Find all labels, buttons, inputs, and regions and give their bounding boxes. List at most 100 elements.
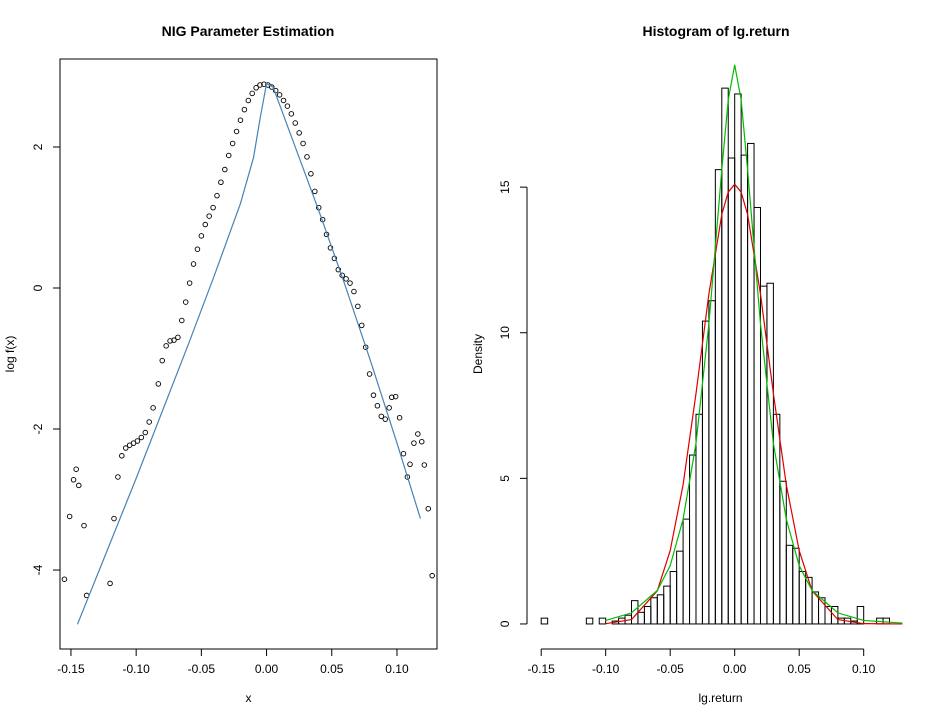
data-point: [150, 405, 156, 411]
data-point: [374, 403, 381, 409]
histogram-bar: [747, 142, 755, 625]
data-point: [163, 343, 169, 349]
x-tick-label: 0.00: [723, 662, 747, 676]
data-point: [198, 233, 205, 239]
y-tick-label: 5: [498, 475, 512, 482]
x-tick-label: 0.10: [852, 662, 876, 676]
histogram-bar: [676, 550, 684, 625]
x-tick-label: 0.05: [788, 662, 812, 676]
y-axis-label: log f(x): [3, 336, 17, 373]
histogram-bar: [637, 611, 645, 625]
histogram-bar: [585, 617, 594, 625]
histogram-bar: [598, 617, 607, 625]
y-tick-label: 0: [498, 620, 512, 627]
x-tick-label: 0.10: [385, 662, 409, 676]
histogram-bar: [643, 605, 652, 625]
data-point: [107, 580, 113, 587]
data-point: [429, 572, 435, 579]
data-point: [425, 505, 432, 512]
data-point: [366, 371, 373, 377]
data-point: [300, 140, 306, 147]
data-point: [304, 154, 310, 160]
y-tick-label: 0: [31, 284, 45, 291]
histogram-bar: [708, 300, 716, 625]
data-point: [392, 393, 399, 400]
data-point: [81, 522, 87, 529]
data-point: [296, 130, 302, 136]
fit-curve: [605, 64, 903, 624]
chart-title: NIG Parameter Estimation: [162, 23, 335, 39]
data-point: [171, 337, 177, 343]
data-point: [382, 416, 388, 422]
data-point: [347, 280, 353, 286]
data-point: [253, 85, 259, 91]
y-tick-label: 15: [498, 180, 512, 194]
data-point: [190, 261, 197, 267]
histogram-bar: [663, 585, 671, 625]
histogram-bar: [656, 594, 665, 625]
histogram-bar: [856, 605, 865, 625]
histogram-bar: [766, 282, 774, 625]
data-point: [249, 90, 255, 97]
data-point: [167, 338, 173, 344]
data-point: [400, 450, 407, 457]
data-point: [388, 394, 395, 401]
x-axis-label: lg.return: [698, 691, 742, 705]
histogram-bar: [792, 547, 800, 625]
histogram-bar: [701, 320, 710, 625]
fit-curve: [76, 82, 422, 625]
data-point: [225, 152, 232, 159]
x-tick-label: 0.00: [255, 662, 279, 676]
data-point: [370, 392, 377, 398]
x-tick-label: -0.15: [528, 662, 556, 676]
data-point: [308, 171, 314, 177]
y-tick-label: 2: [31, 143, 45, 150]
data-point: [142, 429, 149, 436]
data-point: [146, 419, 152, 425]
y-tick-label: -4: [31, 564, 45, 575]
data-point: [359, 322, 365, 329]
histogram-bar: [727, 157, 736, 625]
chart-title: Histogram of lg.return: [642, 23, 789, 39]
data-point: [186, 280, 193, 286]
data-point: [237, 117, 244, 123]
y-axis-label: Density: [471, 334, 485, 374]
histogram-bar: [734, 93, 742, 625]
data-point: [175, 334, 181, 341]
histogram-bar: [540, 617, 549, 625]
histogram-bar: [689, 454, 697, 625]
histogram-bar: [785, 544, 794, 625]
data-point: [61, 576, 68, 582]
data-point: [70, 477, 77, 483]
histogram-bar: [740, 154, 749, 625]
data-point: [418, 438, 425, 445]
data-point: [351, 288, 357, 295]
data-point: [269, 84, 275, 90]
data-point: [241, 106, 248, 113]
y-tick-label: -2: [31, 423, 45, 434]
data-point: [182, 299, 189, 305]
data-point: [343, 276, 349, 282]
data-point: [312, 188, 318, 195]
data-point: [194, 246, 201, 252]
data-point: [386, 405, 392, 411]
data-point: [179, 317, 185, 324]
data-point: [276, 92, 283, 98]
data-point: [421, 462, 428, 468]
data-point: [288, 111, 295, 117]
x-tick-label: -0.15: [57, 662, 85, 676]
histogram-bar: [669, 571, 678, 625]
data-point: [222, 166, 228, 173]
data-point: [411, 440, 417, 446]
data-point: [229, 140, 236, 147]
data-point: [66, 513, 73, 520]
histogram-bar: [650, 597, 658, 625]
data-point: [119, 453, 125, 459]
histogram-bar: [882, 617, 890, 625]
histogram-bar: [753, 207, 761, 625]
data-point: [73, 466, 79, 472]
data-point: [155, 381, 162, 387]
data-point: [138, 434, 145, 441]
x-tick-label: -0.05: [657, 662, 685, 676]
